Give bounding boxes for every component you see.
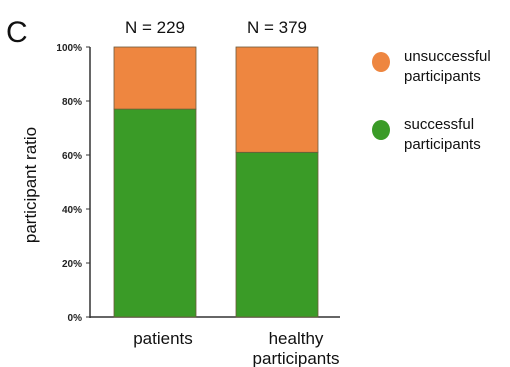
bar-segment — [113, 46, 197, 110]
legend-swatch — [372, 120, 390, 140]
n-count-label: N = 379 — [247, 18, 307, 37]
x-category-label: healthy — [269, 329, 324, 348]
legend-label: participants — [404, 68, 481, 85]
y-tick-label: 60% — [62, 151, 82, 162]
n-count-label: N = 229 — [125, 18, 185, 37]
y-tick-label: 0% — [68, 313, 83, 324]
x-category-label: participants — [253, 349, 340, 367]
bar-segment — [235, 46, 319, 153]
y-tick-label: 100% — [56, 43, 82, 54]
y-tick-label: 40% — [62, 205, 82, 216]
x-category-label: patients — [133, 329, 193, 348]
panel-label: C — [6, 16, 28, 49]
legend-label: unsuccessful — [404, 48, 491, 65]
legend-swatch — [372, 52, 390, 72]
y-tick-label: 80% — [62, 97, 82, 108]
bar-segment — [235, 151, 319, 318]
y-tick-label: 20% — [62, 259, 82, 270]
legend-label: participants — [404, 136, 481, 153]
legend: unsuccessful participants successful partic… — [372, 48, 491, 153]
labels: N = 229 N = 379 patients healthyparticipant… — [125, 18, 339, 367]
legend-label: successful — [404, 116, 474, 133]
y-axis-label: participant ratio — [21, 127, 40, 243]
bar-segment — [113, 108, 197, 318]
bars — [113, 46, 319, 318]
